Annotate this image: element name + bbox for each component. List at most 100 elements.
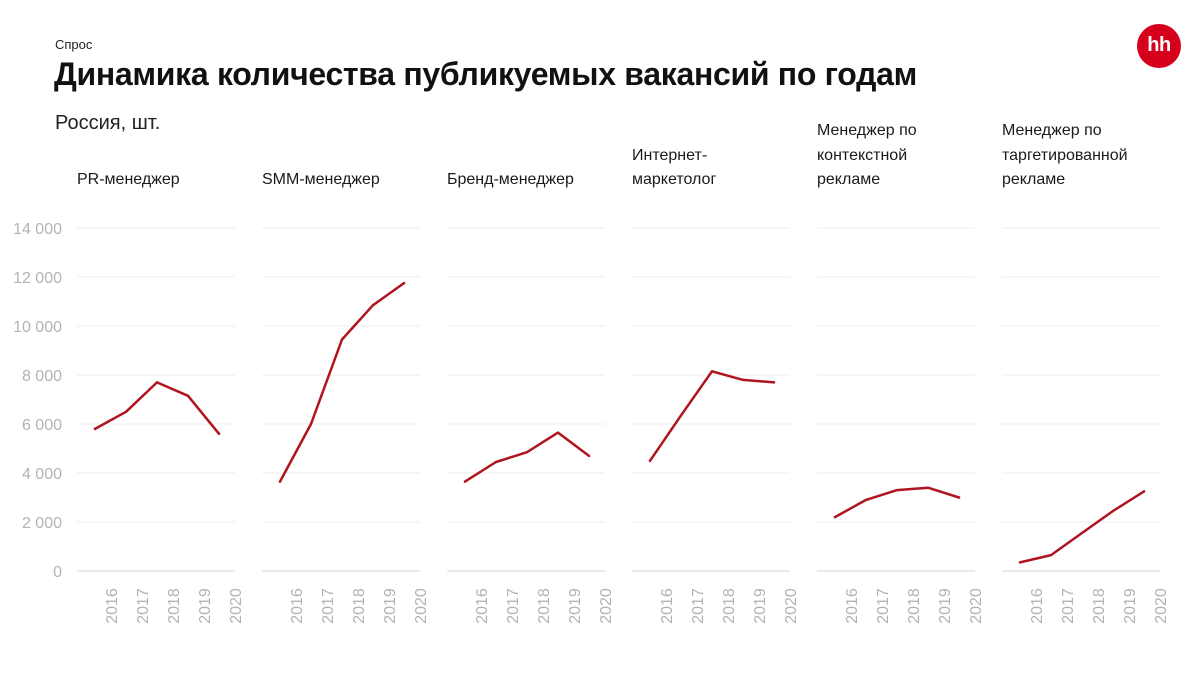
x-tick-label: 2018 [1091,588,1108,624]
y-tick-label: 8 000 [22,368,62,385]
page-title: Динамика количества публикуемых вакансий… [54,56,917,92]
data-point [833,515,837,519]
x-tick-label: 2016 [289,588,306,624]
x-tick-label: 2020 [968,588,985,624]
data-point [186,394,190,398]
data-point [1080,531,1084,535]
data-point [402,281,406,285]
panel-title-line: Интернет- [632,146,708,164]
section-label: Спрос [55,37,93,52]
data-point [926,486,930,489]
x-tick-label: 2016 [474,588,491,624]
x-tick-label: 2016 [659,588,676,624]
x-tick-label: 2019 [752,588,769,624]
panel-title-line: маркетолог [632,171,717,188]
x-tick-label: 2017 [1060,588,1077,624]
x-tick-label: 2019 [567,588,584,624]
panel-title-line: SMM-менеджер [262,171,380,188]
x-tick-label: 2016 [1029,588,1046,624]
x-tick-label: 2018 [166,588,183,624]
x-tick-label: 2020 [783,588,800,624]
data-point [1142,490,1146,493]
panel-title-3: Бренд-менеджер [447,168,627,193]
panel-title-line: рекламе [1002,171,1066,188]
x-tick-label: 2020 [228,588,245,624]
y-tick-label: 4 000 [22,466,62,483]
panel-title-5: Менеджер по контекстной рекламе [817,119,997,193]
x-tick-label: 2018 [536,588,553,624]
panel-4: 2016 2017 2018 2019 2020 [632,227,800,624]
data-point [278,480,282,483]
data-point [494,460,498,464]
panel-title-line: контекстной [817,146,908,164]
page-subtitle: Россия, шт. [55,112,161,134]
data-point [895,488,899,492]
panel-title-line: Менеджер по [1002,122,1102,139]
series-line [1018,490,1146,564]
x-tick-label: 2020 [413,588,430,624]
panel-title-2: SMM-менеджер [262,168,442,193]
x-tick-label: 2016 [844,588,861,624]
x-tick-label: 2017 [875,588,892,624]
panel-title-line: PR-менеджер [77,171,180,188]
series-line [648,370,776,463]
data-point [340,338,344,341]
panel-title-line: рекламе [817,171,881,188]
data-point [710,370,714,373]
data-point [556,431,560,434]
x-tick-label: 2019 [382,588,399,624]
x-tick-label: 2018 [351,588,368,624]
data-point [741,378,745,382]
data-point [1111,509,1115,513]
series-line [93,381,221,436]
panel-3: 2016 2017 2018 2019 2020 [447,227,615,624]
y-tick-label: 14 000 [13,221,62,238]
data-point [648,459,652,462]
panel-2: 2016 2017 2018 2019 2020 [262,227,430,624]
data-point [772,381,776,384]
x-tick-label: 2017 [505,588,522,624]
x-tick-label: 2018 [721,588,738,624]
data-point [679,414,683,417]
y-tick-label: 12 000 [13,270,62,287]
data-point [217,432,221,435]
x-tick-label: 2019 [197,588,214,624]
data-point [155,381,159,384]
x-tick-label: 2019 [1122,588,1139,624]
y-tick-label: 2 000 [22,515,62,532]
series-line [463,431,591,483]
panel-title-line: Менеджер по [817,122,917,139]
panel-title-line: таргетированной [1002,146,1128,164]
panel-title-6: Менеджер по таргетированной рекламе [1002,119,1182,193]
x-tick-label: 2017 [320,588,337,624]
data-point [864,498,868,502]
panel-title-4: Интернет-маркетолог [632,144,812,193]
x-tick-label: 2017 [135,588,152,624]
y-tick-label: 10 000 [13,319,62,336]
panel-1: 2016 2017 2018 2019 2020 [77,227,245,624]
data-point [1018,561,1022,564]
x-tick-label: 2016 [104,588,121,624]
x-tick-label: 2019 [937,588,954,624]
data-point [525,450,529,454]
x-tick-label: 2020 [598,588,615,624]
panel-6: 2016 2017 2018 2019 2020 [1002,227,1170,624]
x-tick-label: 2017 [690,588,707,624]
panel-title-1: PR-менеджер [77,168,257,193]
data-point [1049,553,1053,557]
hh-logo: hh [1137,24,1181,68]
data-point [371,303,375,307]
data-point [309,422,313,426]
panel-5: 2016 2017 2018 2019 2020 [817,227,985,624]
panel-title-line: Бренд-менеджер [447,171,574,188]
series-line [833,486,961,519]
data-point [124,410,128,413]
series-line [278,281,406,483]
data-point [463,480,467,483]
y-tick-label: 0 [53,564,62,581]
data-point [93,427,97,431]
data-point [957,496,961,499]
x-tick-label: 2018 [906,588,923,624]
y-tick-label: 6 000 [22,417,62,434]
